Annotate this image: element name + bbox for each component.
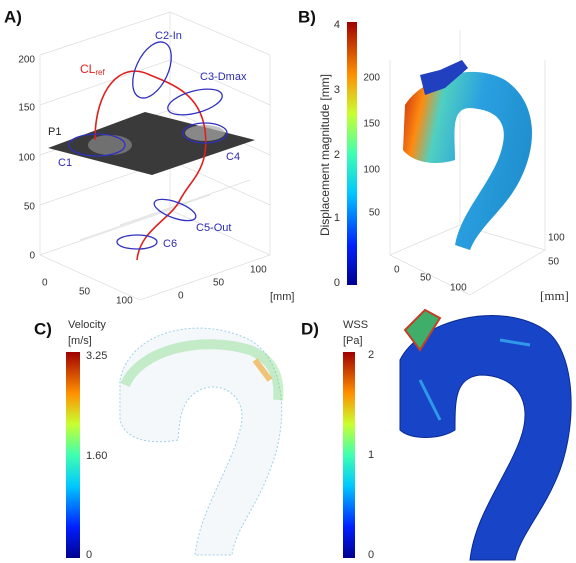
y-tick-label: 100 bbox=[250, 265, 267, 276]
annotation: C1 bbox=[58, 157, 72, 169]
y-tick-label: 100 bbox=[548, 233, 565, 244]
z-tick-label: 150 bbox=[363, 119, 380, 130]
z-tick-label: 200 bbox=[18, 55, 35, 66]
wss-highlight bbox=[418, 338, 531, 421]
z-tick-label: 200 bbox=[363, 73, 380, 84]
panel-label: C) bbox=[34, 319, 52, 338]
panel-label: A) bbox=[4, 7, 22, 26]
colorbar-unit: [m/s] bbox=[68, 335, 92, 347]
colorbar-tick: 2 bbox=[368, 349, 374, 361]
centerline-sub: ref bbox=[95, 68, 105, 77]
colorbar bbox=[343, 352, 355, 558]
y-tick-label: 50 bbox=[213, 278, 225, 289]
colorbar-title: WSS bbox=[343, 319, 368, 331]
annotation: C5-Out bbox=[196, 222, 231, 234]
colorbar-tick: 2 bbox=[334, 149, 340, 161]
z-tick-label: 100 bbox=[363, 165, 380, 176]
x-tick-label: 0 bbox=[394, 265, 400, 276]
x-tick-label: 0 bbox=[42, 278, 48, 289]
axis-unit: [mm] bbox=[540, 288, 569, 303]
x-tick-label: 100 bbox=[450, 283, 467, 294]
colorbar bbox=[66, 352, 80, 558]
annotation: C4 bbox=[226, 151, 240, 163]
colorbar-tick: 0 bbox=[368, 549, 374, 561]
x-tick-label: 100 bbox=[116, 296, 133, 307]
image-plane bbox=[48, 112, 255, 175]
z-tick-label: 150 bbox=[18, 103, 35, 114]
x-tick-label: 50 bbox=[79, 287, 91, 298]
colorbar bbox=[347, 22, 357, 285]
panel-a: A) 0 50 100 150 200 0 50 100 0 50 100 [m… bbox=[4, 7, 294, 306]
cross-sections bbox=[68, 41, 228, 250]
panel-b: B) 0 1 2 3 4 Displacement magnitude [mm]… bbox=[298, 7, 569, 303]
panel-c: C) Velocity [m/s] 3.25 1.60 0 bbox=[34, 319, 284, 561]
velocity-field bbox=[119, 327, 283, 556]
axis-unit: [mm] bbox=[270, 291, 294, 303]
y-tick-label: 50 bbox=[548, 257, 560, 268]
z-tick-label: 0 bbox=[29, 251, 35, 262]
colorbar-tick: 4 bbox=[334, 19, 340, 31]
panel-d: D) WSS [Pa] 2 1 0 bbox=[301, 308, 572, 561]
colorbar-tick: 1 bbox=[368, 449, 374, 461]
z-tick-label: 50 bbox=[24, 202, 36, 213]
centerline-main: CL bbox=[80, 62, 96, 76]
colorbar-tick: 0 bbox=[86, 549, 92, 561]
aorta-surface bbox=[403, 71, 532, 250]
annotation: P1 bbox=[48, 126, 61, 138]
panel-label: B) bbox=[298, 7, 316, 26]
x-tick-label: 50 bbox=[420, 273, 432, 284]
velocity-jet bbox=[120, 339, 284, 401]
centerline-label: CLref bbox=[80, 62, 105, 77]
annotation: C2-In bbox=[155, 30, 182, 42]
colorbar-tick: 1.60 bbox=[86, 450, 107, 462]
panel-label: D) bbox=[301, 319, 319, 338]
z-tick-label: 100 bbox=[18, 153, 35, 164]
aorta-branches bbox=[420, 60, 468, 95]
colorbar-tick: 3 bbox=[334, 84, 340, 96]
y-tick-label: 0 bbox=[178, 291, 184, 302]
z-tick-label: 50 bbox=[369, 208, 381, 219]
colorbar-tick: 3.25 bbox=[86, 350, 107, 362]
annotation: C6 bbox=[163, 238, 177, 250]
annotation: C3-Dmax bbox=[200, 71, 247, 83]
centerline bbox=[94, 70, 207, 261]
colorbar-tick: 1 bbox=[334, 212, 340, 224]
colorbar-tick: 0 bbox=[334, 277, 340, 289]
wss-surface bbox=[399, 315, 572, 561]
colorbar-title: Displacement magnitude [mm] bbox=[318, 74, 332, 236]
velocity-peak bbox=[252, 358, 273, 382]
wss-branches bbox=[403, 308, 442, 352]
colorbar-unit: [Pa] bbox=[343, 335, 363, 347]
colorbar-title: Velocity bbox=[68, 319, 106, 331]
